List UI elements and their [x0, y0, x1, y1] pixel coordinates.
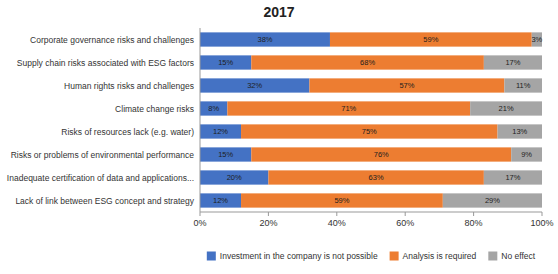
data-label: 20% — [227, 173, 242, 182]
category-label: Risks of resources lack (e.g. water) — [61, 127, 194, 137]
data-label: 21% — [499, 104, 514, 113]
x-tick — [200, 212, 201, 216]
bar — [498, 124, 542, 138]
bar — [241, 124, 498, 138]
legend-label: Investment in the company is not possibl… — [220, 251, 378, 261]
bar — [532, 32, 542, 46]
category-label: Supply chain risks associated with ESG f… — [17, 58, 194, 68]
legend: Investment in the company is not possibl… — [207, 251, 536, 261]
x-tick — [336, 212, 337, 216]
data-label: 59% — [334, 196, 349, 205]
legend-item: Investment in the company is not possibl… — [207, 251, 378, 261]
x-tick-label: 40% — [328, 218, 346, 228]
data-label: 71% — [341, 104, 356, 113]
bar — [504, 78, 542, 92]
bar — [470, 101, 542, 115]
data-label: 29% — [485, 196, 500, 205]
data-label: 11% — [516, 81, 531, 90]
data-label: 9% — [521, 150, 532, 159]
bar — [443, 193, 542, 207]
data-label: 57% — [399, 81, 414, 90]
legend-item: No effect — [488, 251, 536, 261]
bar — [200, 170, 268, 184]
data-label: 17% — [505, 58, 520, 67]
data-label: 12% — [213, 196, 228, 205]
bar — [251, 55, 484, 69]
bar — [309, 78, 504, 92]
data-label: 76% — [374, 150, 389, 159]
x-tick — [268, 212, 269, 216]
x-tick — [542, 212, 543, 216]
data-label: 63% — [369, 173, 384, 182]
legend-label: Analysis is required — [403, 251, 477, 261]
bar — [200, 193, 241, 207]
x-tick-label: 20% — [259, 218, 277, 228]
data-label: 3% — [531, 35, 542, 44]
data-label: 17% — [505, 173, 520, 182]
bar — [511, 147, 542, 161]
bar — [227, 101, 470, 115]
data-label: 38% — [257, 35, 272, 44]
category-label: Human rights risks and challenges — [64, 81, 194, 91]
x-tick — [405, 212, 406, 216]
data-label: 32% — [247, 81, 262, 90]
page: {"chart_data": { "type": "bar", "orienta… — [0, 0, 558, 274]
bar — [268, 170, 483, 184]
data-label: 15% — [218, 58, 233, 67]
data-labels: 38% 59% 3% 15% 68% 17% 32% 57% 11% 8% 71% 21% 12% 75%… — [208, 35, 542, 205]
title: 2017 — [263, 4, 294, 20]
legend-swatch — [207, 252, 216, 261]
x-axis-line — [200, 212, 542, 213]
bar — [200, 124, 241, 138]
bar — [200, 147, 251, 161]
category-label: Inadequate certification of data and app… — [7, 173, 194, 183]
data-label: 12% — [213, 127, 228, 136]
bar — [484, 170, 542, 184]
data-label: 75% — [362, 127, 377, 136]
bars — [200, 32, 542, 207]
legend-swatch — [390, 252, 399, 261]
bar — [241, 193, 443, 207]
bar — [484, 55, 542, 69]
category-label: Corporate governance risks and challenge… — [30, 35, 194, 45]
x-axis: 0% 20% 40% 60% 80% 100% — [193, 212, 553, 228]
data-label: 68% — [360, 58, 375, 67]
legend-label: No effect — [501, 251, 536, 261]
y-axis-labels: Corporate governance risks and challenge… — [7, 35, 195, 206]
legend-item: Analysis is required — [390, 251, 477, 261]
chart: 2017 Corporate governance risks and chall… — [0, 0, 558, 274]
bar — [251, 147, 511, 161]
legend-swatch — [488, 252, 497, 261]
data-label: 13% — [512, 127, 527, 136]
data-label: 15% — [218, 150, 233, 159]
category-label: Lack of link between ESG concept and str… — [15, 196, 194, 206]
category-label: Risks or problems of environmental perfo… — [11, 150, 195, 160]
bar — [200, 101, 227, 115]
y-axis-line — [200, 28, 201, 212]
x-tick-label: 80% — [465, 218, 483, 228]
category-label: Climate change risks — [115, 104, 194, 114]
bar — [200, 32, 330, 46]
bar — [200, 55, 251, 69]
bar — [200, 78, 309, 92]
x-tick-label: 0% — [193, 218, 206, 228]
x-tick — [473, 212, 474, 216]
x-tick-label: 60% — [396, 218, 414, 228]
data-label: 59% — [423, 35, 438, 44]
data-label: 8% — [208, 104, 219, 113]
x-tick-label: 100% — [530, 218, 553, 228]
bar — [330, 32, 532, 46]
